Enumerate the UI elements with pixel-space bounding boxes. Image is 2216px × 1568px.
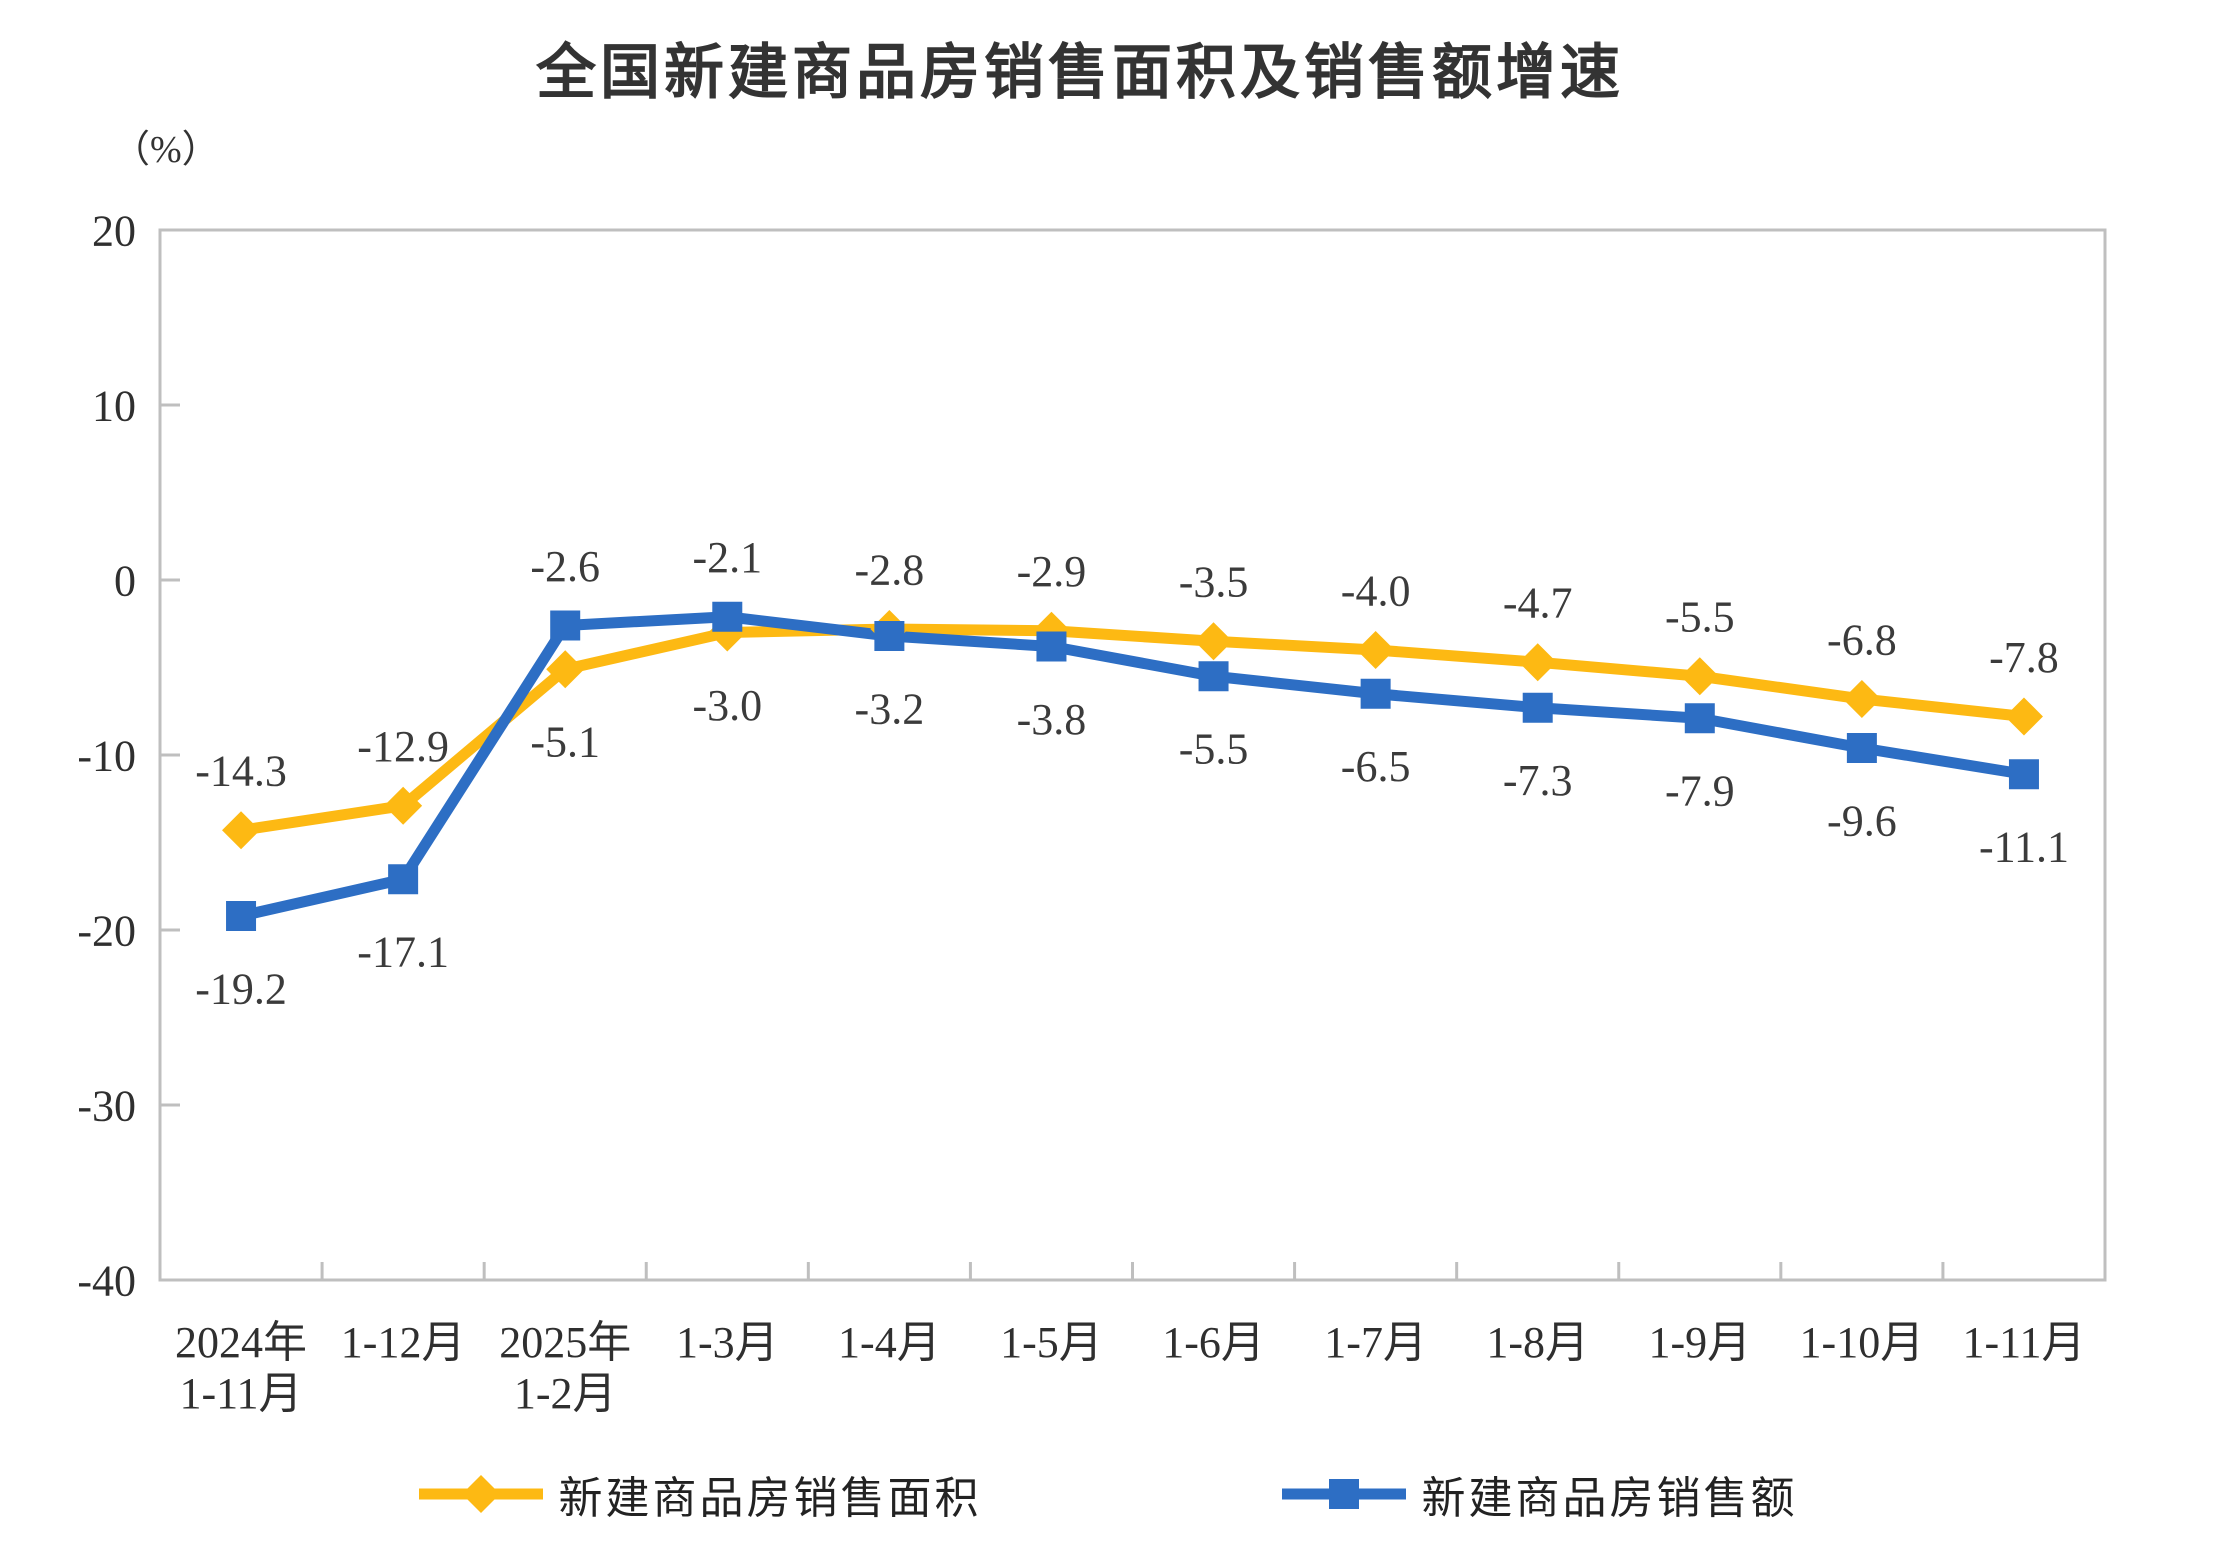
data-label: -2.6 bbox=[530, 542, 600, 591]
data-point-square bbox=[712, 601, 743, 632]
data-label: -5.1 bbox=[530, 718, 600, 767]
data-point-diamond bbox=[546, 650, 585, 689]
data-label: -2.1 bbox=[692, 533, 762, 582]
data-point-square bbox=[1198, 661, 1229, 692]
data-point-square bbox=[2008, 759, 2039, 790]
y-axis-tick-label: 0 bbox=[114, 556, 136, 605]
data-label: -7.8 bbox=[1989, 633, 2059, 682]
plot-border bbox=[158, 228, 2107, 1282]
x-axis-category-label: 1-12月 bbox=[341, 1318, 466, 1367]
data-label: -6.8 bbox=[1827, 615, 1897, 664]
x-axis-category-label: 1-5月 bbox=[1000, 1318, 1103, 1367]
data-label: -3.8 bbox=[1017, 695, 1087, 744]
data-point-diamond bbox=[1680, 657, 1719, 696]
y-axis-tick-label: -30 bbox=[77, 1081, 136, 1130]
data-point-square bbox=[1846, 733, 1877, 763]
y-axis-tick-label: 20 bbox=[92, 206, 136, 255]
x-axis-category-label: 1-9月 bbox=[1648, 1318, 1751, 1367]
x-axis-category-label: 2024年 1-11月 bbox=[175, 1318, 307, 1418]
y-axis-tick-label: 10 bbox=[92, 381, 136, 430]
y-axis-unit-label: （%） bbox=[112, 129, 220, 171]
x-axis-category-label: 1-10月 bbox=[1800, 1318, 1925, 1367]
data-label: -11.1 bbox=[1979, 823, 2069, 872]
data-point-square bbox=[874, 621, 905, 651]
data-point-diamond bbox=[222, 811, 261, 850]
data-point-square bbox=[1360, 678, 1391, 709]
data-point-diamond bbox=[1518, 643, 1557, 682]
legend-label-sales-area: 新建商品房销售面积 bbox=[558, 1474, 982, 1523]
data-label: -7.3 bbox=[1503, 756, 1573, 805]
data-label: -14.3 bbox=[195, 747, 287, 796]
data-point-diamond bbox=[2004, 697, 2043, 736]
legend: 新建商品房销售面积 新建商品房销售额 bbox=[0, 1462, 2216, 1526]
data-point-diamond bbox=[1356, 631, 1395, 669]
data-label: -3.5 bbox=[1179, 558, 1249, 607]
data-point-square bbox=[550, 610, 581, 641]
data-label: -7.9 bbox=[1665, 767, 1735, 816]
data-point-square bbox=[226, 901, 257, 931]
data-label: -19.2 bbox=[195, 964, 287, 1013]
data-point-diamond bbox=[1194, 622, 1233, 661]
x-axis-category-label: 1-11月 bbox=[1962, 1318, 2085, 1367]
data-label: -2.8 bbox=[855, 545, 925, 594]
data-label: -5.5 bbox=[1179, 725, 1249, 774]
legend-item-sales-area: 新建商品房销售面积 bbox=[418, 1462, 982, 1526]
x-axis-category-label: 1-6月 bbox=[1162, 1318, 1265, 1367]
x-axis-category-label: 1-4月 bbox=[838, 1318, 941, 1367]
x-axis-category-label: 2025年 1-2月 bbox=[499, 1318, 631, 1418]
data-label: -9.6 bbox=[1827, 796, 1897, 845]
y-axis-tick-label: -20 bbox=[77, 906, 136, 955]
data-point-square bbox=[1522, 692, 1553, 723]
data-label: -12.9 bbox=[357, 722, 449, 771]
data-point-square bbox=[1036, 631, 1067, 662]
y-axis-tick-label: -40 bbox=[77, 1256, 136, 1305]
legend-square-marker-icon bbox=[1281, 1479, 1406, 1509]
data-point-square bbox=[1684, 703, 1715, 734]
data-label: -3.2 bbox=[855, 684, 925, 733]
chart-title: 全国新建商品房销售面积及销售额增速 bbox=[536, 39, 1624, 106]
series-line-square bbox=[235, 611, 2030, 922]
x-axis-category-label: 1-3月 bbox=[676, 1318, 779, 1367]
data-label: -17.1 bbox=[357, 928, 449, 977]
data-label: -4.7 bbox=[1503, 579, 1573, 628]
legend-label-sales-value: 新建商品房销售额 bbox=[1421, 1474, 1798, 1523]
data-label: -3.0 bbox=[692, 681, 762, 730]
data-point-square bbox=[388, 864, 419, 895]
data-point-diamond bbox=[1842, 680, 1881, 718]
legend-item-sales-value: 新建商品房销售额 bbox=[1281, 1462, 1798, 1526]
x-axis-category-label: 1-7月 bbox=[1324, 1318, 1427, 1367]
x-axis-category-label: 1-8月 bbox=[1486, 1318, 1589, 1367]
series-line-diamond bbox=[235, 623, 2030, 836]
data-label: -4.0 bbox=[1341, 566, 1411, 615]
data-point-diamond bbox=[384, 786, 423, 825]
data-label: -5.5 bbox=[1665, 593, 1735, 642]
data-label: -2.9 bbox=[1017, 547, 1087, 596]
y-axis-tick-label: -10 bbox=[77, 731, 136, 780]
data-label: -6.5 bbox=[1341, 742, 1411, 791]
legend-diamond-marker-icon bbox=[418, 1475, 543, 1513]
